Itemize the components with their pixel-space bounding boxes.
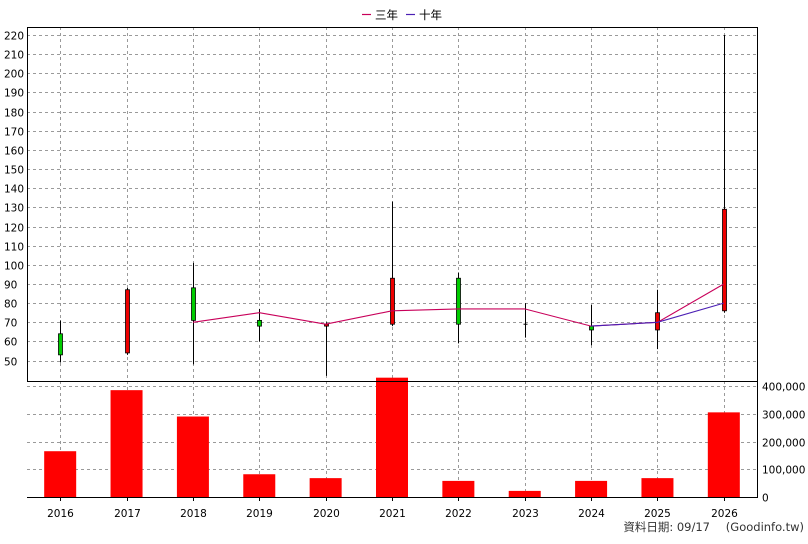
legend-label-1: 三年 [375, 8, 398, 22]
footer: 資料日期: 09/17 (Goodinfo.tw) [623, 520, 804, 534]
price-tick-label: 130 [4, 203, 24, 215]
x-tick-label: 2018 [180, 508, 207, 520]
price-tick-label: 110 [4, 242, 24, 254]
candle-body [125, 289, 130, 354]
volume-bar [309, 478, 342, 497]
x-tick-label: 2021 [379, 508, 406, 520]
price-tick-label: 120 [4, 223, 24, 235]
price-tick-label: 190 [4, 88, 24, 100]
x-tick-label: 2024 [578, 508, 605, 520]
candle-body [390, 277, 395, 325]
x-tick-label: 2019 [246, 508, 273, 520]
volume-bar [243, 474, 276, 497]
volume-bar [110, 390, 143, 497]
volume-bar [575, 480, 608, 497]
price-tick-label: 200 [4, 69, 24, 81]
x-tick-label: 2023 [512, 508, 539, 520]
price-tick-label: 210 [4, 50, 24, 62]
candle-body [257, 319, 262, 327]
price-tick-label: 150 [4, 165, 24, 177]
x-tick-label: 2020 [313, 508, 340, 520]
price-tick-label: 80 [4, 299, 17, 311]
volume-bar [508, 490, 541, 497]
price-tick-label: 170 [4, 127, 24, 139]
volume-tick-label: 0 [762, 493, 769, 505]
x-axis: 2016 2017 2018 2019 2020 2021 2022 2023 2024 2025… [47, 497, 738, 520]
price-tick-label: 90 [4, 280, 17, 292]
volume-panel: 400,000 300,000 200,000 100,000 0 [27, 377, 805, 505]
price-tick-label: 180 [4, 108, 24, 120]
source-label: (Goodinfo.tw) [726, 520, 804, 534]
volume-bar [44, 451, 77, 497]
price-tick-label: 140 [4, 184, 24, 196]
legend: 三年 十年 [362, 8, 442, 22]
x-tick-label: 2026 [711, 508, 738, 520]
price-tick-label: 160 [4, 146, 24, 158]
x-tick-label: 2022 [445, 508, 472, 520]
candle-body [456, 277, 461, 325]
legend-label-2: 十年 [419, 8, 442, 22]
x-tick-label: 2016 [47, 508, 74, 520]
volume-bar [641, 478, 674, 497]
volume-tick-label: 400,000 [762, 382, 805, 394]
volume-tick-label: 300,000 [762, 410, 805, 422]
price-panel: 220 210 200 190 180 170 160 150 140 130 120 110 100 9… [4, 27, 758, 497]
candle-body [589, 325, 594, 331]
x-tick-label: 2025 [644, 508, 671, 520]
candle-body [191, 287, 196, 321]
x-tick-label: 2017 [114, 508, 141, 520]
volume-bar [176, 416, 209, 497]
price-tick-label: 60 [4, 337, 17, 349]
price-tick-label: 50 [4, 357, 17, 369]
volume-bar [376, 377, 408, 497]
volume-tick-label: 200,000 [762, 438, 805, 450]
volume-tick-label: 100,000 [762, 465, 805, 477]
series-line-2 [591, 302, 724, 327]
candle-body [58, 333, 63, 356]
price-tick-label: 70 [4, 318, 17, 330]
volume-bar [707, 412, 740, 497]
candle-body [722, 208, 727, 312]
price-tick-label: 100 [4, 261, 24, 273]
data-date-label: 資料日期: 09/17 [623, 520, 710, 534]
volume-bar [442, 480, 475, 497]
price-tick-label: 220 [4, 31, 24, 43]
